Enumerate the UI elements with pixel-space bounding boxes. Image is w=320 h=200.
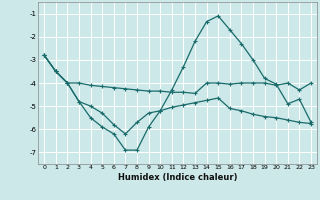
- X-axis label: Humidex (Indice chaleur): Humidex (Indice chaleur): [118, 173, 237, 182]
